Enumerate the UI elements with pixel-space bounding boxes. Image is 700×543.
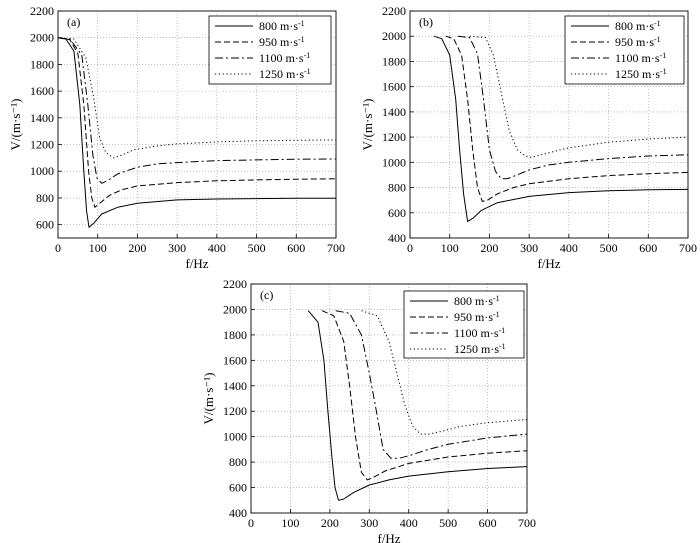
y-tick-label: 600 <box>388 206 406 220</box>
y-tick-label: 1000 <box>223 430 247 444</box>
panel-3: 0 100 200 300 400 500 600 700 400 600 800 1000 1200 1… <box>201 277 536 543</box>
legend: 800 m·s-1 950 m·s-1 1100 m·s-1 1250 m·s-1 <box>564 15 685 85</box>
legend-label-3: 1100 m·s-1 <box>615 51 666 65</box>
legend-label-1: 800 m·s-1 <box>259 19 305 33</box>
y-tick-label: 1400 <box>223 379 247 393</box>
x-tick-label: 200 <box>480 241 498 255</box>
series-line-2 <box>321 310 528 481</box>
y-tick-label: 600 <box>229 481 247 495</box>
legend-label-2: 950 m·s-1 <box>454 310 500 324</box>
panel-label: (b) <box>419 15 433 29</box>
x-tick-label: 400 <box>208 241 226 255</box>
x-tick-label: 300 <box>360 516 378 530</box>
legend-box <box>208 15 332 85</box>
x-tick-label: 700 <box>679 241 697 255</box>
legend-label-4: 1250 m·s-1 <box>454 342 506 356</box>
x-axis-label: f/Hz <box>377 531 400 543</box>
y-tick-label: 1000 <box>382 155 406 169</box>
x-tick-label: 0 <box>407 241 413 255</box>
plot-frame <box>250 283 528 514</box>
y-tick-label: 400 <box>388 231 406 245</box>
series-line-1 <box>433 35 689 223</box>
y-tick-label: 2000 <box>223 302 247 316</box>
x-tick-label: 300 <box>168 241 186 255</box>
x-tick-label: 100 <box>441 241 459 255</box>
x-tick-label: 600 <box>287 241 305 255</box>
x-tick-label: 100 <box>89 241 107 255</box>
y-tick-label: 1400 <box>30 111 54 125</box>
y-tick-label: 1800 <box>30 57 54 71</box>
y-tick-label: 1000 <box>30 164 54 178</box>
y-tick-label: 600 <box>36 218 54 232</box>
y-tick-label: 2000 <box>30 31 54 45</box>
legend-label-2: 950 m·s-1 <box>615 35 661 49</box>
y-tick-label: 1800 <box>223 328 247 342</box>
grid <box>251 284 527 513</box>
y-tick-label: 1200 <box>382 130 406 144</box>
series-line-1 <box>307 310 528 501</box>
x-tick-label: 600 <box>479 516 497 530</box>
y-tick-label: 400 <box>229 506 247 520</box>
x-tick-label: 100 <box>281 516 299 530</box>
y-tick-label: 800 <box>388 181 406 195</box>
y-axis-label: V/(m·s⁻¹) <box>201 373 216 425</box>
x-tick-label: 0 <box>248 516 254 530</box>
x-tick-label: 400 <box>560 241 578 255</box>
y-tick-label: 2200 <box>30 4 54 18</box>
x-tick-label: 400 <box>400 516 418 530</box>
y-tick-label: 1600 <box>382 80 406 94</box>
y-axis-label: V/(m·s⁻¹) <box>8 99 23 151</box>
legend-label-1: 800 m·s-1 <box>615 19 661 33</box>
y-tick-label: 2000 <box>382 29 406 43</box>
series-line-2 <box>445 35 689 202</box>
x-tick-label: 700 <box>327 241 345 255</box>
x-tick-label: 300 <box>520 241 538 255</box>
y-tick-label: 2200 <box>223 277 247 291</box>
panel-label: (c) <box>260 288 273 302</box>
x-tick-label: 0 <box>55 241 61 255</box>
legend-label-3: 1100 m·s-1 <box>259 51 310 65</box>
x-tick-label: 700 <box>518 516 536 530</box>
x-tick-label: 500 <box>439 516 457 530</box>
y-tick-label: 1200 <box>30 138 54 152</box>
x-axis-label: f/Hz <box>537 256 560 271</box>
x-tick-label: 600 <box>639 241 657 255</box>
series-line-3 <box>335 310 528 459</box>
panel-1: 0 100 200 300 400 500 600 700 600 800 1000 1200 1400… <box>8 4 345 271</box>
y-tick-label: 1600 <box>30 84 54 98</box>
legend-label-4: 1250 m·s-1 <box>259 67 311 81</box>
x-tick-label: 200 <box>321 516 339 530</box>
x-axis-label: f/Hz <box>185 256 208 271</box>
plot-frame <box>409 10 689 239</box>
legend-box <box>564 15 685 85</box>
x-tick-label: 500 <box>600 241 618 255</box>
legend: 800 m·s-1 950 m·s-1 1100 m·s-1 1250 m·s-1 <box>403 290 525 359</box>
y-axis-label: V/(m·s⁻¹) <box>360 99 375 151</box>
y-tick-label: 800 <box>36 191 54 205</box>
y-tick-label: 1400 <box>382 105 406 119</box>
series-line-1 <box>57 37 337 228</box>
x-tick-label: 200 <box>128 241 146 255</box>
y-tick-label: 1200 <box>223 404 247 418</box>
panel-2: 0 100 200 300 400 500 600 700 400 600 800 1000 1200 1… <box>360 4 697 271</box>
y-tick-label: 800 <box>229 455 247 469</box>
legend-label-3: 1100 m·s-1 <box>454 326 505 340</box>
legend-label-1: 800 m·s-1 <box>454 294 500 308</box>
plot-frame <box>57 10 337 239</box>
y-tick-label: 2200 <box>382 4 406 18</box>
legend: 800 m·s-1 950 m·s-1 1100 m·s-1 1250 m·s-1 <box>208 15 332 85</box>
legend-box <box>403 290 525 359</box>
x-tick-label: 500 <box>248 241 266 255</box>
y-tick-label: 1600 <box>223 353 247 367</box>
series-line-3 <box>457 35 689 180</box>
legend-label-4: 1250 m·s-1 <box>615 67 667 81</box>
panel-label: (a) <box>67 15 80 29</box>
y-tick-label: 1800 <box>382 54 406 68</box>
legend-label-2: 950 m·s-1 <box>259 35 305 49</box>
